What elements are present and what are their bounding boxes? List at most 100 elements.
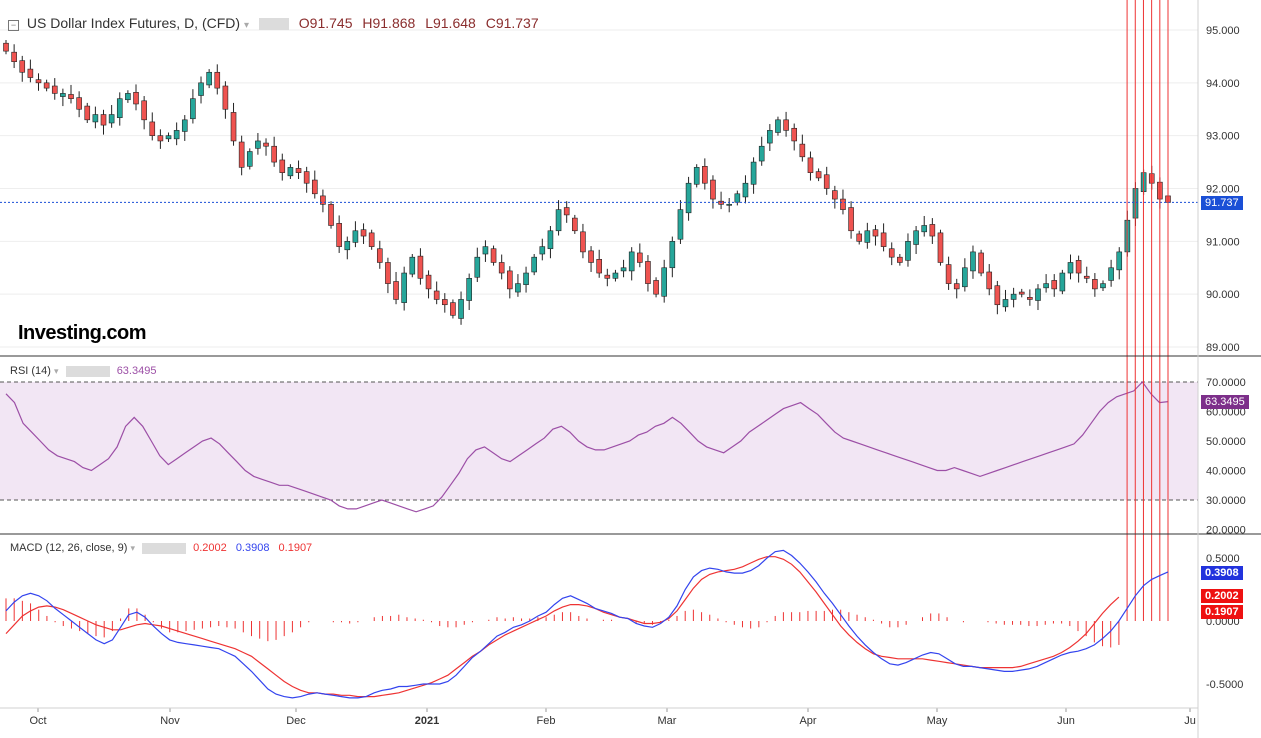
candle-down bbox=[450, 302, 456, 316]
candle-up bbox=[246, 151, 253, 167]
price-tick-label: 93.000 bbox=[1206, 131, 1240, 143]
macd-tick-label: 0.0000 bbox=[1206, 616, 1240, 628]
candle-down bbox=[588, 250, 594, 263]
rsi-value: 63.3495 bbox=[116, 365, 157, 377]
rsi-pane bbox=[0, 381, 1198, 513]
candle-down bbox=[441, 299, 448, 306]
candle-up bbox=[1108, 267, 1114, 281]
candle-down bbox=[986, 271, 993, 290]
candle-down bbox=[376, 248, 383, 263]
candle-down bbox=[149, 121, 156, 136]
candle-down bbox=[1051, 280, 1058, 290]
candle-up bbox=[864, 230, 871, 243]
candle-down bbox=[385, 262, 391, 284]
price-tick-label: 92.000 bbox=[1206, 184, 1240, 196]
candle-up bbox=[750, 161, 757, 185]
macd-label[interactable]: MACD (12, 26, close, 9) bbox=[10, 542, 128, 554]
candle-down bbox=[791, 127, 798, 142]
symbol-title[interactable]: US Dollar Index Futures, D, (CFD) bbox=[26, 15, 241, 31]
macd-tick-label: 0.5000 bbox=[1206, 553, 1240, 565]
price-tick-label: 89.000 bbox=[1206, 342, 1240, 354]
chevron-down-icon[interactable]: ▾ bbox=[130, 543, 135, 553]
rsi-value-pill: 63.3495 bbox=[1201, 395, 1249, 409]
rsi-tick-label: 60.0000 bbox=[1206, 407, 1246, 419]
rsi-header: RSI (14) ▾ 63.3495 bbox=[10, 365, 156, 377]
candle-up bbox=[734, 193, 741, 203]
time-tick-label: Apr bbox=[799, 715, 816, 727]
candle-down bbox=[823, 174, 830, 189]
macd-line-value: 0.3908 bbox=[235, 542, 270, 554]
candle-up bbox=[742, 182, 749, 198]
candle-down bbox=[320, 195, 326, 205]
candle-down bbox=[230, 112, 237, 142]
candle-up bbox=[905, 241, 911, 261]
candle-up bbox=[458, 299, 464, 319]
candle-down bbox=[572, 217, 578, 232]
high-value: H91.868 bbox=[362, 15, 416, 31]
candle-down bbox=[222, 85, 229, 110]
candle-down bbox=[303, 171, 310, 184]
rsi-tick-label: 50.0000 bbox=[1206, 436, 1246, 448]
time-tick-label: May bbox=[927, 715, 948, 727]
candle-down bbox=[604, 274, 611, 279]
candle-up bbox=[685, 182, 692, 214]
price-tick-label: 95.000 bbox=[1206, 25, 1240, 37]
macd-tick-label: -0.5000 bbox=[1206, 679, 1243, 691]
macd-signal-value: 0.1907 bbox=[278, 542, 313, 554]
candle-down bbox=[653, 280, 659, 295]
candle-up bbox=[165, 135, 172, 140]
candle-up bbox=[669, 241, 676, 269]
candle-down bbox=[141, 100, 147, 121]
candle-down bbox=[563, 207, 570, 216]
candle-up bbox=[287, 167, 294, 177]
candle-up bbox=[767, 130, 773, 144]
candle-up bbox=[206, 71, 212, 86]
candle-down bbox=[263, 142, 269, 147]
candle-up bbox=[173, 130, 180, 140]
candle-up bbox=[401, 272, 407, 303]
close-value: C91.737 bbox=[485, 15, 539, 31]
macd-settings-icons[interactable] bbox=[142, 542, 187, 554]
chevron-down-icon[interactable]: ▾ bbox=[243, 20, 249, 31]
settings-icons[interactable] bbox=[258, 18, 289, 31]
candle-down bbox=[856, 233, 863, 242]
open-value: O91.745 bbox=[298, 15, 353, 31]
candle-down bbox=[425, 274, 432, 290]
rsi-label[interactable]: RSI (14) bbox=[10, 365, 51, 377]
candle-down bbox=[238, 141, 245, 168]
time-tick-label: Mar bbox=[658, 715, 677, 727]
candle-down bbox=[295, 168, 302, 173]
last-price-pill: 91.737 bbox=[1201, 196, 1243, 210]
candle-up bbox=[758, 145, 765, 162]
time-tick-label: Dec bbox=[286, 715, 306, 727]
candle-down bbox=[157, 135, 164, 142]
chevron-down-icon[interactable]: ▾ bbox=[54, 366, 59, 376]
candle-down bbox=[807, 157, 814, 173]
time-tick-label: Ju bbox=[1184, 715, 1196, 727]
candle-down bbox=[43, 82, 50, 89]
candle-down bbox=[994, 285, 1001, 306]
investing-logo: Investing.com bbox=[18, 322, 146, 344]
candle-up bbox=[620, 267, 627, 272]
macd-signal-line bbox=[5, 556, 1120, 698]
candle-down bbox=[1018, 291, 1025, 295]
candle-down bbox=[84, 105, 91, 121]
candle-up bbox=[775, 119, 781, 133]
candle-up bbox=[661, 267, 667, 297]
candle-down bbox=[953, 283, 960, 290]
macd-line bbox=[5, 549, 1169, 699]
candle-down bbox=[3, 42, 9, 52]
candle-down bbox=[596, 258, 602, 274]
candle-up bbox=[1116, 251, 1123, 271]
candle-down bbox=[279, 159, 286, 173]
candle-down bbox=[76, 97, 82, 110]
collapse-icon[interactable]: − bbox=[8, 20, 19, 31]
candle-down bbox=[417, 255, 424, 279]
candle-down bbox=[872, 229, 879, 237]
candle-down bbox=[710, 179, 716, 200]
candle-down bbox=[1075, 260, 1082, 274]
rsi-settings-icons[interactable] bbox=[65, 365, 110, 377]
candle-up bbox=[108, 114, 115, 124]
